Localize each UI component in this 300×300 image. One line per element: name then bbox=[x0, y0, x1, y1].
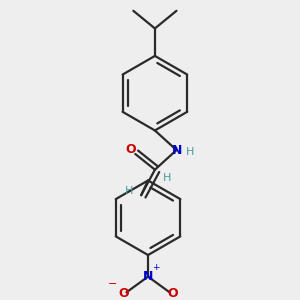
Text: H: H bbox=[125, 186, 134, 196]
Text: O: O bbox=[167, 287, 178, 300]
Text: H: H bbox=[163, 172, 171, 182]
Text: N: N bbox=[172, 144, 183, 157]
Text: H: H bbox=[186, 147, 194, 157]
Text: +: + bbox=[152, 263, 160, 272]
Text: O: O bbox=[125, 142, 136, 156]
Text: −: − bbox=[108, 280, 117, 290]
Text: O: O bbox=[118, 287, 129, 300]
Text: N: N bbox=[143, 270, 153, 283]
